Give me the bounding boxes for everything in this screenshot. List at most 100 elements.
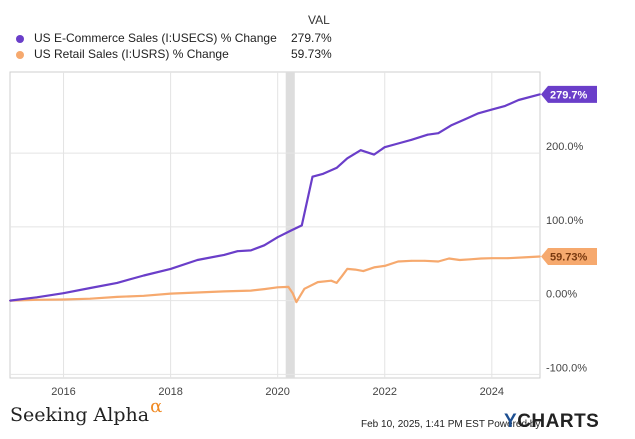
data-point <box>346 268 349 270</box>
data-point <box>236 250 239 253</box>
data-point <box>250 289 252 292</box>
plot-frame <box>9 71 541 379</box>
data-point <box>223 290 226 293</box>
data-point <box>62 298 65 301</box>
data-point <box>359 149 362 152</box>
data-point <box>116 296 118 298</box>
data-point <box>469 258 472 261</box>
data-point <box>426 133 429 136</box>
footer-credit: Feb 10, 2025, 1:41 PM EST Powered by <box>361 419 541 430</box>
data-point <box>354 268 357 271</box>
x-tick-label: 2018 <box>158 386 182 398</box>
data-point <box>263 288 266 290</box>
data-point <box>523 256 525 259</box>
data-point <box>196 291 199 294</box>
data-point <box>341 275 343 278</box>
data-point <box>464 118 466 121</box>
data-point <box>291 292 294 295</box>
data-point <box>290 229 292 232</box>
data-point <box>287 286 290 288</box>
data-point <box>362 270 365 272</box>
data-point <box>450 124 453 126</box>
data-point <box>303 287 306 290</box>
y-tick-label: 0.00% <box>546 289 577 301</box>
x-tick-label: 2022 <box>373 386 397 398</box>
y-tick-label: -100.0% <box>546 362 587 374</box>
legend-value: 59.73% <box>291 47 332 61</box>
data-point <box>322 172 325 175</box>
data-point <box>35 296 38 299</box>
data-point <box>477 112 480 115</box>
data-point <box>410 138 413 141</box>
ycharts-logo[interactable]: YCHARTS <box>504 411 599 433</box>
legend-swatch-retail <box>16 51 24 59</box>
data-point <box>539 255 541 258</box>
data-point <box>300 224 303 227</box>
brand-name: Seeking Alpha <box>10 404 150 426</box>
data-point <box>196 259 199 261</box>
data-point <box>335 167 338 169</box>
data-point <box>9 299 11 302</box>
data-point <box>383 146 386 149</box>
data-point <box>480 257 482 260</box>
data-point <box>504 105 507 107</box>
data-point <box>507 257 509 260</box>
end-tag-ecommerce <box>541 85 597 103</box>
data-point <box>397 260 399 263</box>
data-point <box>490 108 493 111</box>
seeking-alpha-logo: Seeking Alphaα <box>10 396 162 426</box>
y-tick-label: 200.0% <box>546 141 584 153</box>
data-point <box>346 157 349 160</box>
data-point <box>335 282 338 284</box>
end-tag-retail <box>541 248 597 266</box>
x-tick-label: 2024 <box>480 386 504 398</box>
data-point <box>295 301 298 303</box>
legend-label: US E-Commerce Sales (I:USECS) % Change <box>34 31 277 45</box>
data-point <box>35 298 38 301</box>
data-point <box>311 175 314 178</box>
series-line-ecommerce <box>9 93 541 302</box>
data-point <box>116 282 118 284</box>
legend-header: VAL <box>308 13 330 27</box>
data-point <box>373 153 375 156</box>
end-value-label: 59.73% <box>550 252 588 264</box>
legend-value: 279.7% <box>291 31 332 45</box>
data-point <box>316 281 319 283</box>
data-point <box>276 236 279 239</box>
ycharts-y-mark: Y <box>504 411 518 432</box>
legend-swatch-ecommerce <box>16 35 24 43</box>
data-point <box>539 93 541 96</box>
data-point <box>62 292 65 295</box>
data-point <box>330 279 333 282</box>
data-point <box>448 257 450 260</box>
ycharts-wordmark: CHARTS <box>517 411 600 432</box>
x-tick-label: 2020 <box>265 386 289 398</box>
data-point <box>490 257 493 260</box>
data-point <box>410 259 413 262</box>
data-point <box>437 132 440 135</box>
recession-band <box>285 72 295 378</box>
data-point <box>250 249 252 252</box>
data-point <box>169 292 172 295</box>
data-point <box>223 254 226 256</box>
data-point <box>169 268 172 270</box>
data-point <box>142 294 145 297</box>
data-point <box>383 265 386 267</box>
end-value-label: 279.7% <box>550 89 588 101</box>
data-point <box>458 259 461 261</box>
data-point <box>263 244 266 247</box>
data-point <box>89 287 92 289</box>
series-line-retail <box>9 255 541 304</box>
legend-label: US Retail Sales (I:USRS) % Change <box>34 47 229 61</box>
data-point <box>437 260 440 263</box>
x-tick-label: 2016 <box>51 386 75 398</box>
chart-legend: VAL US E-Commerce Sales (I:USECS) % Chan… <box>0 0 635 70</box>
data-point <box>276 286 279 289</box>
data-point <box>89 297 92 300</box>
alpha-icon: α <box>150 396 163 417</box>
data-point <box>142 274 145 277</box>
data-point <box>397 142 399 145</box>
data-point <box>424 259 426 262</box>
data-point <box>517 99 520 101</box>
